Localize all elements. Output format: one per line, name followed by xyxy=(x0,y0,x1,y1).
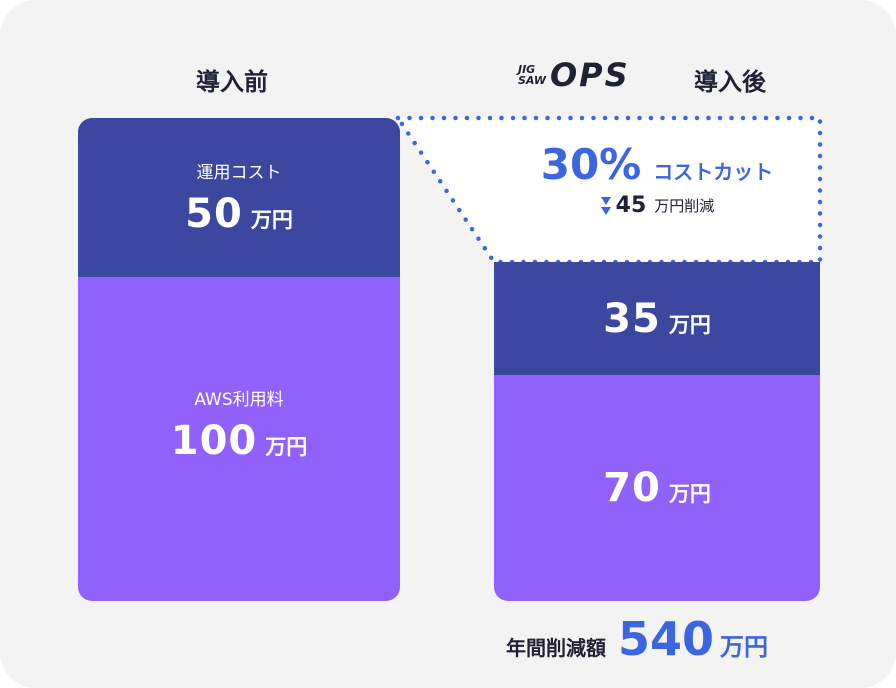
before-ops-cost-band: 運用コスト 50 万円 xyxy=(78,118,400,277)
after-ops-cost-value: 35 xyxy=(603,295,661,342)
after-aws-fee-band: 70 万円 xyxy=(494,375,820,601)
before-aws-fee-unit: 万円 xyxy=(265,434,308,459)
after-heading: 導入後 xyxy=(694,68,766,96)
annual-savings-unit: 万円 xyxy=(720,633,769,661)
savings-box: 30% コストカット 45 万円削減 xyxy=(494,140,820,218)
annual-savings-value: 540 xyxy=(618,612,715,666)
before-aws-fee-value: 100 xyxy=(170,417,258,464)
savings-percent-label: コストカット xyxy=(653,160,774,184)
after-aws-fee-unit: 万円 xyxy=(668,482,711,506)
savings-amount: 45 xyxy=(615,193,647,218)
double-down-triangle-icon xyxy=(600,196,611,215)
annual-savings: 年間削減額 540 万円 xyxy=(506,612,768,666)
savings-amount-label: 万円削減 xyxy=(654,197,715,215)
savings-percent: 30% xyxy=(540,140,642,189)
logo-ops: OPS xyxy=(549,56,630,94)
before-ops-cost-label: 運用コスト xyxy=(196,163,282,183)
after-aws-fee-value: 70 xyxy=(603,465,661,511)
before-ops-cost-unit: 万円 xyxy=(250,208,293,232)
annual-savings-label: 年間削減額 xyxy=(506,636,606,660)
after-ops-cost-unit: 万円 xyxy=(668,312,711,337)
before-heading: 導入前 xyxy=(196,68,268,96)
jigsaw-ops-logo: JIG SAW OPS xyxy=(518,59,630,91)
before-column: 運用コスト 50 万円 AWS利用料 100 万円 xyxy=(78,118,400,601)
before-ops-cost-value: 50 xyxy=(185,191,243,237)
after-ops-cost-band: 35 万円 xyxy=(494,262,820,375)
before-aws-fee-band: AWS利用料 100 万円 xyxy=(78,277,400,601)
after-column: 35 万円 70 万円 xyxy=(494,262,820,601)
logo-jig: JIG xyxy=(518,63,536,76)
before-aws-fee-label: AWS利用料 xyxy=(194,389,284,410)
logo-saw: SAW xyxy=(518,74,546,87)
